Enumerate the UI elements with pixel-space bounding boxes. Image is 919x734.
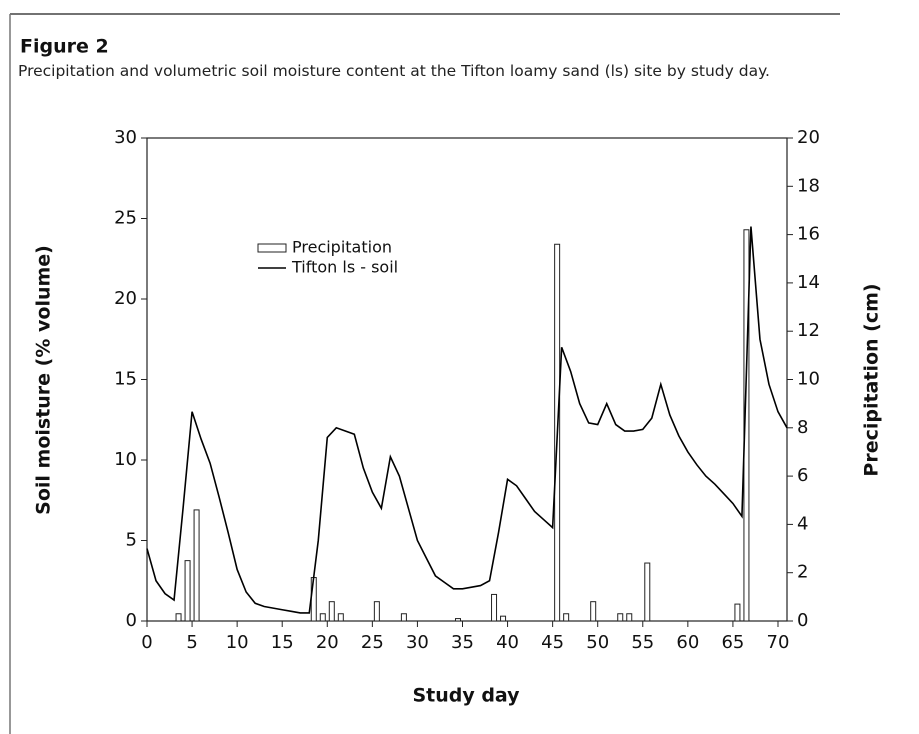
y2-tick-label: 8 bbox=[797, 417, 808, 438]
bar bbox=[563, 613, 570, 622]
x-tick-label: 0 bbox=[141, 632, 152, 653]
y-tick-label: 25 bbox=[114, 208, 137, 229]
x-tick-label: 65 bbox=[721, 632, 744, 653]
x-tick-label: 25 bbox=[361, 632, 384, 653]
bar bbox=[491, 593, 498, 622]
legend-label: Tifton ls - soil bbox=[291, 258, 398, 277]
x-tick-label: 15 bbox=[271, 632, 294, 653]
legend-label: Precipitation bbox=[292, 238, 392, 257]
figure-label: Figure 2 bbox=[20, 36, 109, 58]
bar bbox=[734, 603, 741, 622]
bar bbox=[743, 229, 750, 622]
x-tick-label: 55 bbox=[631, 632, 654, 653]
x-tick-label: 5 bbox=[186, 632, 197, 653]
y-tick-label: 20 bbox=[114, 288, 137, 309]
bar bbox=[644, 562, 651, 622]
x-tick-label: 70 bbox=[767, 632, 790, 653]
bar bbox=[328, 601, 335, 622]
plot-frame bbox=[146, 137, 788, 622]
y-axis-label: Soil moisture (% volume) bbox=[33, 245, 55, 515]
x-tick-label: 20 bbox=[316, 632, 339, 653]
bar bbox=[590, 601, 597, 622]
x-tick-label: 40 bbox=[496, 632, 519, 653]
bar bbox=[617, 613, 624, 622]
y2-tick-label: 10 bbox=[797, 369, 820, 390]
bar bbox=[500, 615, 507, 622]
bar bbox=[310, 577, 317, 622]
legend-swatch bbox=[257, 243, 287, 253]
x-tick-label: 50 bbox=[586, 632, 609, 653]
y2-tick-label: 2 bbox=[797, 562, 808, 583]
y-tick-label: 10 bbox=[114, 449, 137, 470]
y-tick-label: 15 bbox=[114, 369, 137, 390]
bar bbox=[400, 613, 407, 622]
y2-tick-label: 16 bbox=[797, 224, 820, 245]
x-tick-label: 60 bbox=[676, 632, 699, 653]
bar bbox=[337, 613, 344, 622]
y2-tick-label: 18 bbox=[797, 175, 820, 196]
subtitle-box: Precipitation and volumetric soil moistu… bbox=[18, 62, 770, 80]
x-tick-label: 30 bbox=[406, 632, 429, 653]
x-tick-label: 10 bbox=[226, 632, 249, 653]
bar bbox=[319, 613, 326, 622]
bar bbox=[626, 613, 633, 622]
bar bbox=[175, 613, 182, 622]
x-axis-label: Study day bbox=[412, 685, 520, 707]
y2-tick-label: 12 bbox=[797, 320, 820, 341]
y-tick-label: 0 bbox=[126, 610, 137, 631]
y-tick-label: 30 bbox=[114, 127, 137, 148]
x-tick-label: 45 bbox=[541, 632, 564, 653]
y2-tick-label: 0 bbox=[797, 610, 808, 631]
y2-tick-label: 4 bbox=[797, 513, 808, 534]
y-tick-label: 5 bbox=[126, 530, 137, 551]
y2-tick-label: 6 bbox=[797, 465, 808, 486]
bar bbox=[184, 560, 191, 622]
line bbox=[146, 226, 788, 614]
bar bbox=[193, 509, 200, 622]
y2-tick-label: 20 bbox=[797, 127, 820, 148]
chart-title: Precipitation and volumetric soil moistu… bbox=[18, 62, 770, 80]
y2-axis-label: Precipitation (cm) bbox=[861, 283, 883, 476]
bar bbox=[454, 618, 461, 622]
x-tick-label: 35 bbox=[451, 632, 474, 653]
bar bbox=[373, 601, 380, 622]
y2-tick-label: 14 bbox=[797, 272, 820, 293]
